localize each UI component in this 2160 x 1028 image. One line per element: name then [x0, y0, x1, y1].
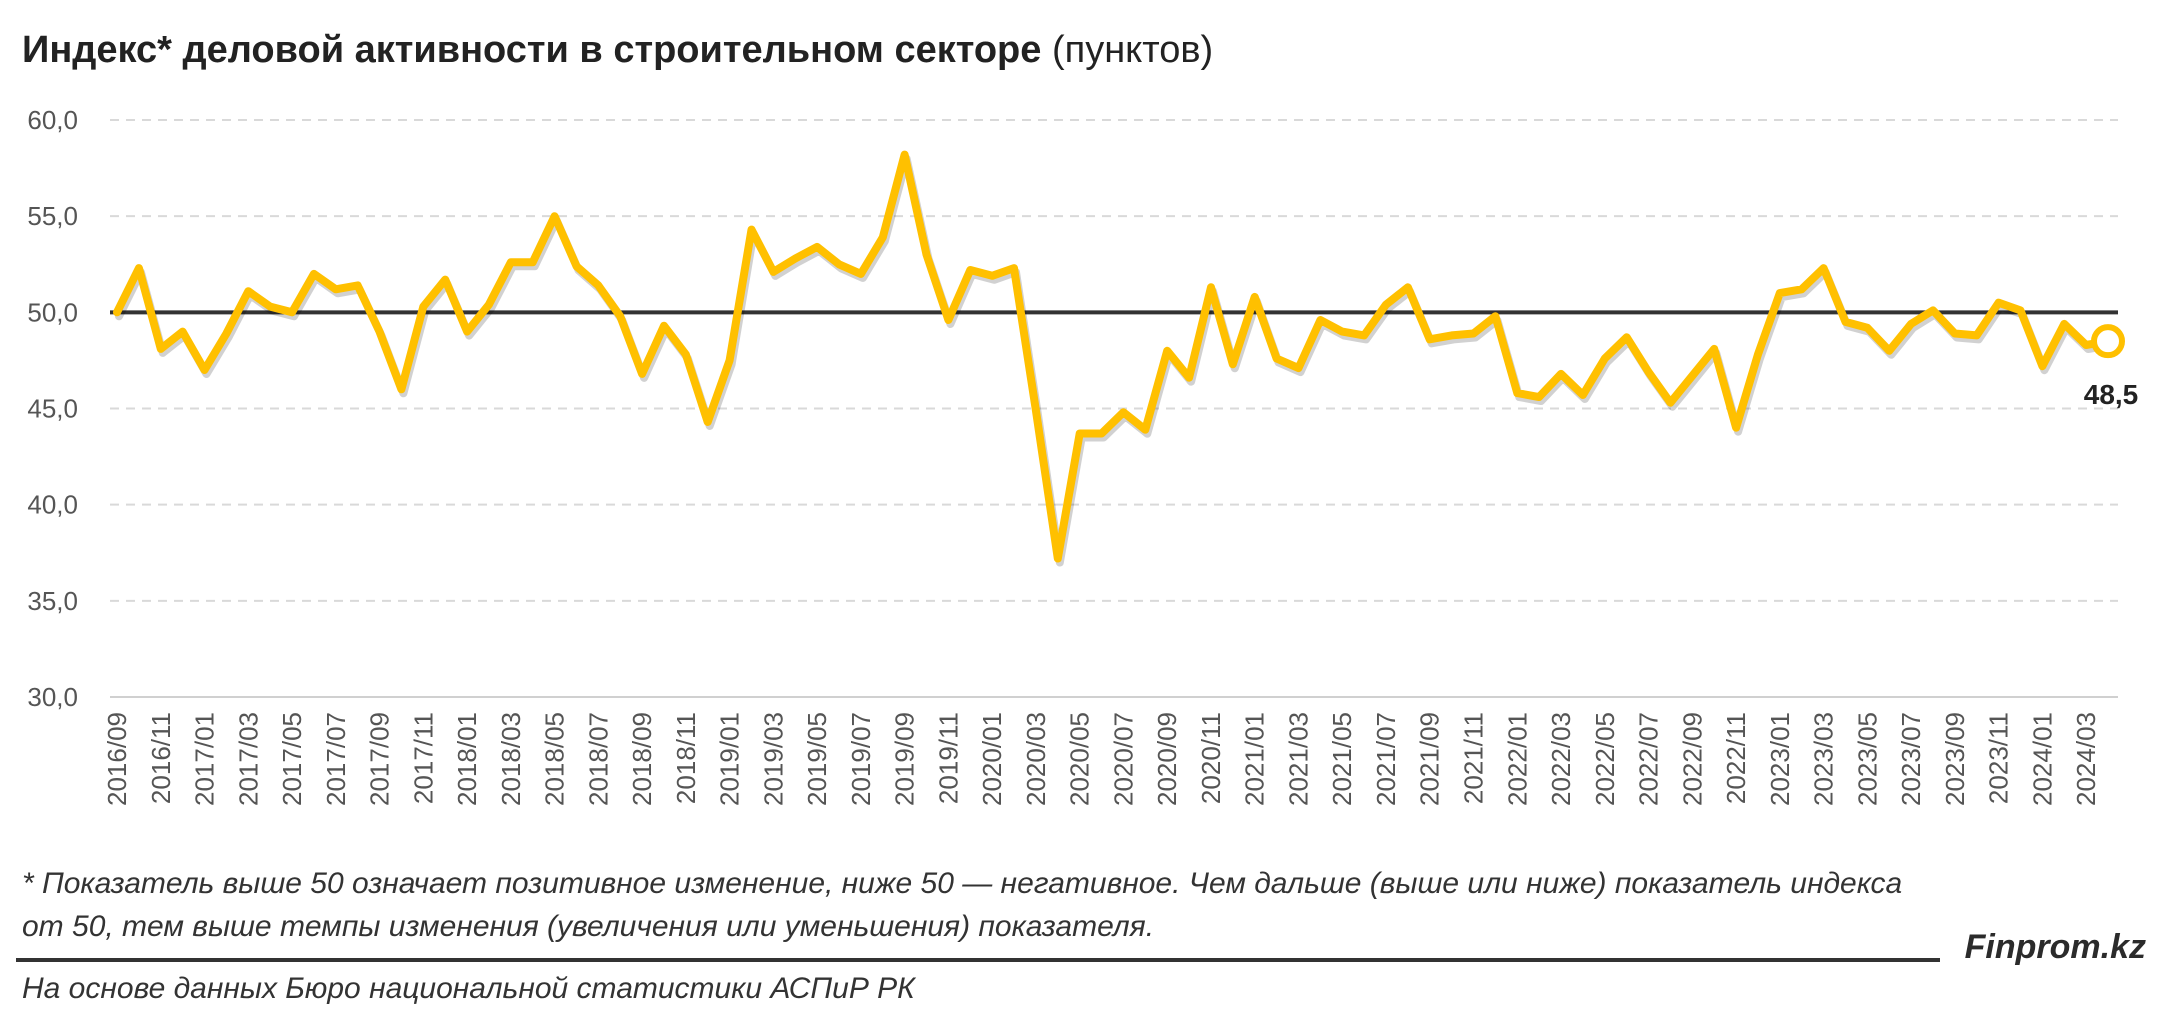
x-tick-label: 2020/07	[1108, 712, 1138, 806]
x-tick-label: 2023/07	[1896, 712, 1926, 806]
x-tick-label: 2023/03	[1809, 712, 1839, 806]
x-tick-label: 2020/11	[1196, 712, 1226, 804]
series-line-shadow	[115, 154, 2114, 567]
brand-logo-text: Finprom.kz	[1964, 928, 2146, 966]
series-line	[113, 150, 2112, 563]
x-tick-label: 2021/05	[1327, 712, 1357, 806]
x-tick-label: 2019/03	[758, 712, 788, 806]
line-chart: 60,055,050,045,040,035,030,0 2016/09 2016…	[27, 105, 2139, 806]
x-tick-label: 2018/05	[540, 712, 570, 806]
x-tick-label: 2019/01	[715, 712, 745, 806]
y-tick-label: 50,0	[27, 297, 78, 327]
y-tick-label: 40,0	[27, 490, 78, 520]
x-tick-label: 2017/07	[321, 712, 351, 806]
x-tick-label: 2019/05	[802, 712, 832, 806]
x-tick-label: 2018/07	[583, 712, 613, 806]
y-tick-label: 60,0	[27, 105, 78, 135]
x-tick-label: 2023/11	[1984, 712, 2014, 804]
x-tick-label: 2017/01	[190, 712, 220, 806]
x-tick-label: 2023/09	[1940, 712, 1970, 806]
x-tick-label: 2022/03	[1546, 712, 1576, 806]
x-tick-label: 2020/09	[1152, 712, 1182, 806]
x-tick-label: 2024/03	[2071, 712, 2101, 806]
y-tick-label: 55,0	[27, 201, 78, 231]
x-tick-label: 2018/03	[496, 712, 526, 806]
chart-title-unit: (пунктов)	[1051, 29, 1214, 71]
last-point-marker	[2091, 324, 2125, 359]
y-tick-label: 45,0	[27, 394, 78, 424]
series-layer	[113, 150, 2125, 567]
y-axis-ticks: 60,0 55,0 50,0 45,0 40,0 35,0 30,0	[27, 105, 78, 712]
x-tick-label: 2022/11	[1721, 712, 1751, 804]
chart-title-main: Индекс* деловой активности в строительно…	[22, 29, 1042, 71]
last-value-label: 48,5	[2084, 379, 2139, 410]
x-tick-label: 2023/01	[1765, 712, 1795, 806]
x-tick-label: 2021/03	[1284, 712, 1314, 806]
footnote-line-2: от 50, тем выше темпы изменения (увеличе…	[22, 910, 1155, 943]
x-tick-label: 2023/05	[1852, 712, 1882, 806]
x-tick-label: 2018/09	[627, 712, 657, 806]
x-tick-label: 2021/01	[1240, 712, 1270, 806]
x-tick-label: 2024/01	[2027, 712, 2057, 806]
y-tick-label: 35,0	[27, 586, 78, 616]
footnote: * Показатель выше 50 означает позитивное…	[22, 862, 2122, 948]
separator-line	[16, 958, 1940, 962]
x-tick-label: 2019/07	[846, 712, 876, 806]
x-tick-label: 2017/11	[408, 712, 438, 804]
x-tick-label: 2016/11	[146, 712, 176, 804]
x-tick-label: 2020/05	[1065, 712, 1095, 806]
chart-title: Индекс* деловой активности в строительно…	[22, 26, 1213, 74]
x-tick-label: 2017/09	[365, 712, 395, 806]
x-tick-label: 2017/05	[277, 712, 307, 806]
x-tick-label: 2019/11	[933, 712, 963, 804]
x-tick-label: 2018/01	[452, 712, 482, 806]
x-tick-label: 2016/09	[102, 712, 132, 806]
x-tick-label: 2022/07	[1634, 712, 1664, 806]
x-tick-label: 2017/03	[233, 712, 263, 806]
x-tick-label: 2021/11	[1459, 712, 1489, 804]
x-tick-label: 2022/01	[1502, 712, 1532, 806]
x-tick-label: 2022/05	[1590, 712, 1620, 806]
x-axis-ticks: 2016/09 2016/11 2017/01 2017/03 2017/05 2017/…	[102, 712, 2101, 806]
x-tick-label: 2020/03	[1021, 712, 1051, 806]
x-tick-label: 2022/09	[1677, 712, 1707, 806]
x-tick-label: 2021/07	[1371, 712, 1401, 806]
x-tick-label: 2020/01	[977, 712, 1007, 806]
footnote-line-1: * Показатель выше 50 означает позитивное…	[22, 867, 1903, 900]
x-tick-label: 2018/11	[671, 712, 701, 804]
y-tick-label: 30,0	[27, 682, 78, 712]
x-tick-label: 2021/09	[1415, 712, 1445, 806]
grid-lines	[110, 119, 2118, 698]
data-label-layer: 48,5	[2084, 379, 2139, 410]
source-note: На основе данных Бюро национальной стати…	[22, 972, 915, 1005]
x-tick-label: 2019/09	[890, 712, 920, 806]
